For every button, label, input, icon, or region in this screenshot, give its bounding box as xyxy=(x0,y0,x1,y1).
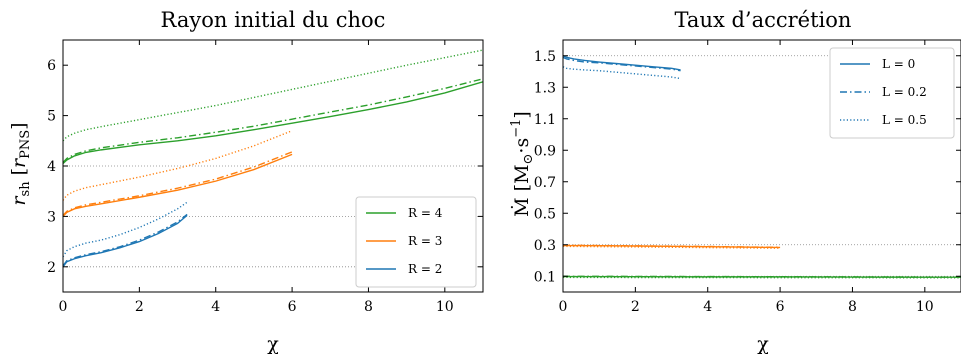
right-x-axis-label: χ xyxy=(757,333,769,355)
left-x-tick-label: 6 xyxy=(288,299,297,315)
left-x-axis-label: χ xyxy=(267,333,279,355)
left-chart-title: Rayon initial du choc xyxy=(161,8,386,32)
right-y-tick-label: 1.1 xyxy=(534,112,556,128)
right-x-tick-label: 8 xyxy=(848,299,857,315)
right-x-tick-label: 6 xyxy=(776,299,785,315)
right-x-tick-label: 10 xyxy=(916,299,934,315)
left-y-tick-label: 6 xyxy=(47,58,56,74)
left-x-tick-label: 10 xyxy=(436,299,454,315)
left-legend: R = 4 R = 3 R = 2 xyxy=(356,197,476,287)
right-series-line xyxy=(563,276,961,277)
left-series-line xyxy=(63,79,483,163)
left-y-tick-label: 2 xyxy=(47,260,56,276)
right-legend-label: L = 0 xyxy=(882,57,915,71)
right-y-tick-label: 0.7 xyxy=(534,175,556,191)
right-legend: L = 0 L = 0.2 L = 0.5 xyxy=(830,48,954,138)
left-x-tick-label: 0 xyxy=(59,299,68,315)
right-x-tick-label: 0 xyxy=(559,299,568,315)
left-y-tick-label: 3 xyxy=(47,209,56,225)
left-x-tick-label: 4 xyxy=(211,299,220,315)
left-legend-label: R = 3 xyxy=(408,234,442,248)
left-series-line xyxy=(63,214,187,265)
panel-rayon-initial: Rayon initial du choc χ rsh [rPNS] 0 2 4 6 8… xyxy=(8,8,483,355)
left-legend-label: R = 2 xyxy=(408,262,442,276)
right-y-tick-label: 1.5 xyxy=(534,49,556,65)
right-legend-label: L = 0.5 xyxy=(882,113,927,127)
right-series-line xyxy=(563,67,681,79)
right-chart-title: Taux d’accrétion xyxy=(675,8,852,32)
left-y-tick-label: 4 xyxy=(47,159,56,175)
left-x-tick-label: 2 xyxy=(135,299,144,315)
right-x-tick-label: 4 xyxy=(703,299,712,315)
left-y-tick-label: 5 xyxy=(47,109,56,125)
right-y-tick-label: 0.5 xyxy=(534,206,556,222)
left-series-line xyxy=(63,215,187,266)
right-x-tick-label: 2 xyxy=(631,299,640,315)
left-y-axis-label: rsh [rPNS] xyxy=(8,122,33,205)
left-series-line xyxy=(63,152,292,216)
right-y-tick-label: 0.9 xyxy=(534,143,556,159)
right-y-tick-label: 1.3 xyxy=(534,80,556,96)
right-series-line xyxy=(563,56,681,70)
left-series-line xyxy=(63,202,187,256)
right-legend-label: L = 0.2 xyxy=(882,85,927,99)
left-legend-label: R = 4 xyxy=(408,206,443,220)
panel-taux-accretion: Taux d’accrétion χ Ṁ [M⊙·s−1] 0 2 4 6 8 10 0.1… xyxy=(509,8,961,355)
right-y-tick-label: 0.1 xyxy=(534,269,556,285)
right-y-tick-label: 0.3 xyxy=(534,238,556,254)
left-x-tick-label: 8 xyxy=(364,299,373,315)
left-series-line xyxy=(63,50,483,141)
left-series-line xyxy=(63,154,292,216)
right-y-axis-label: Ṁ [M⊙·s−1] xyxy=(509,111,536,217)
